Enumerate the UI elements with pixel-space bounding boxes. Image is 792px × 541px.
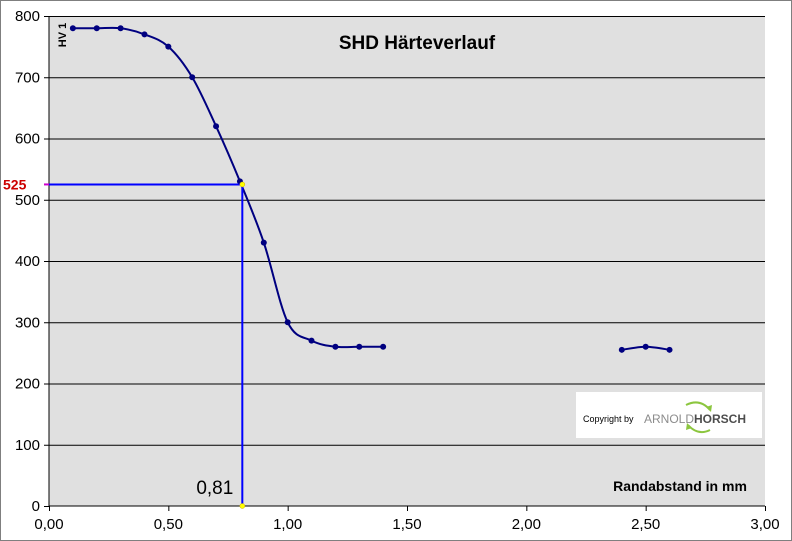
- x-tick-label: 1,50: [392, 516, 421, 533]
- x-tick-label: 3,00: [750, 516, 779, 533]
- y-tick-label: 0: [32, 498, 40, 515]
- y-tick-label: 400: [15, 253, 40, 270]
- data-point: [332, 343, 339, 350]
- x-tick-label: 0,00: [34, 516, 63, 533]
- data-point: [380, 343, 387, 350]
- data-point: [308, 337, 315, 344]
- y-tick-label: 600: [15, 131, 40, 148]
- x-axis-ticks: 0,00 0,50 1,00 1,50 2,00 2,50 3,00: [34, 506, 780, 533]
- brand-part-2: HORSCH: [694, 412, 746, 426]
- y-tick-label: 500: [15, 192, 40, 209]
- y-tick-label: 300: [15, 314, 40, 331]
- data-point: [141, 31, 148, 38]
- y-tick-label: 800: [15, 8, 40, 25]
- brand-part-1: ARNOLD: [644, 412, 694, 426]
- copyright-brand: ARNOLDHORSCH: [644, 412, 746, 426]
- data-point: [284, 319, 291, 326]
- y-tick-label: 200: [15, 376, 40, 393]
- reference-x-label: 0,81: [196, 478, 233, 499]
- reference-y-label: 525: [3, 176, 27, 192]
- chart-title: SHD Härteverlauf: [339, 33, 496, 54]
- data-point: [189, 74, 196, 81]
- data-point: [69, 25, 76, 32]
- series-line-1: [72, 26, 384, 349]
- data-point: [666, 346, 673, 353]
- x-axis-label: Randabstand in mm: [613, 478, 747, 494]
- copyright-box: Copyright by ARNOLDHORSCH: [576, 392, 762, 438]
- x-tick-label: 2,00: [512, 516, 541, 533]
- data-point: [618, 346, 625, 353]
- reference-group: 525 0,81: [3, 176, 246, 509]
- y-axis-ticks: 0 100 200 300 400 500 600 700 800: [15, 8, 49, 515]
- horsch-logo-arrows-icon: [685, 401, 712, 434]
- data-point: [260, 239, 267, 246]
- grid-lines: [49, 16, 765, 446]
- data-point: [213, 123, 220, 130]
- series-group: [69, 25, 673, 353]
- x-tick-label: 2,50: [631, 516, 660, 533]
- data-point: [93, 25, 100, 32]
- data-point: [642, 343, 649, 350]
- copyright-background: [576, 392, 762, 438]
- y-axis-label: HV 1: [57, 23, 69, 47]
- y-tick-label: 700: [15, 69, 40, 86]
- data-point: [356, 343, 363, 350]
- data-point: [117, 25, 124, 32]
- copyright-prefix: Copyright by: [583, 414, 634, 424]
- reference-intersection-marker: [239, 181, 246, 188]
- y-tick-label: 100: [15, 437, 40, 454]
- x-tick-label: 1,00: [273, 516, 302, 533]
- data-point: [165, 43, 172, 50]
- x-tick-label: 0,50: [154, 516, 183, 533]
- reference-x-marker: [239, 503, 246, 509]
